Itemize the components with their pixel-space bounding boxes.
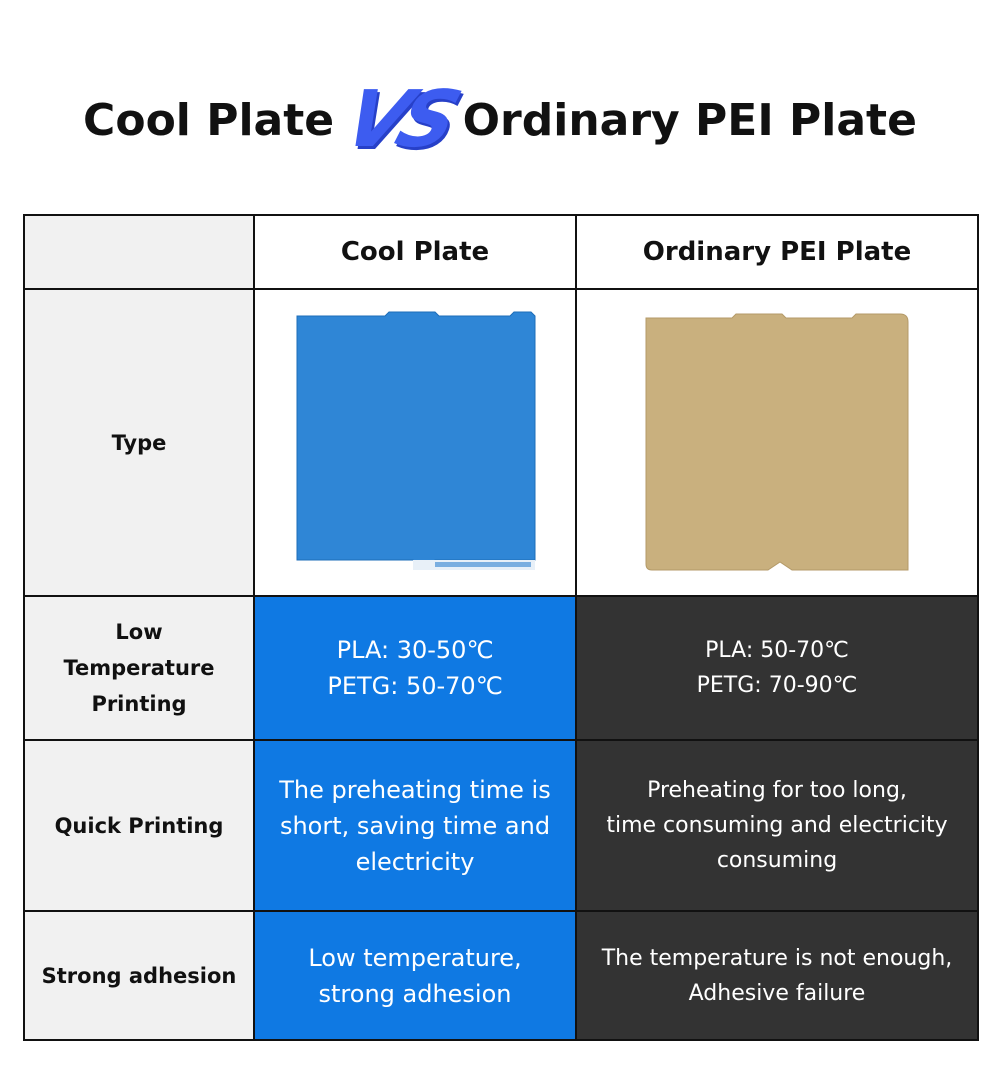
row-label: Strong adhesion [23, 910, 255, 1041]
vs-mark: VS [333, 75, 464, 165]
text-line: short, saving time and [279, 811, 551, 840]
text-line: strong adhesion [318, 979, 512, 1008]
pei-cell: PLA: 50-70℃ PETG: 70-90℃ [575, 595, 979, 741]
text-line: The preheating time is [279, 775, 551, 804]
title: Cool Plate VS Ordinary PEI Plate [0, 60, 1000, 180]
text-line: Strong adhesion [41, 963, 237, 988]
header-row: Cool Plate Ordinary PEI Plate [23, 214, 979, 290]
title-left: Cool Plate [83, 94, 335, 146]
text-line: Temperature [63, 656, 215, 680]
cool-cell: PLA: 30-50℃ PETG: 50-70℃ [253, 595, 577, 741]
text-line: Low [115, 620, 163, 644]
cool-cell: Low temperature, strong adhesion [253, 910, 577, 1041]
table-row: Quick Printing The preheating time is shor… [23, 739, 979, 912]
column-header: Ordinary PEI Plate [575, 214, 979, 290]
image-cell [253, 288, 577, 597]
pei-cell: The temperature is not enough, Adhesive f… [575, 910, 979, 1041]
text-line: time consuming and electricity [606, 813, 948, 838]
corner-cell [23, 214, 255, 290]
text-line: PETG: 70-90℃ [696, 673, 858, 698]
text-line: Preheating for too long, [647, 778, 907, 803]
text-line: Adhesive failure [688, 980, 866, 1006]
title-right: Ordinary PEI Plate [462, 94, 917, 146]
row-label: Type [23, 288, 255, 597]
pei-cell: Preheating for too long, time consuming a… [575, 739, 979, 912]
column-header: Cool Plate [253, 214, 577, 290]
row-label: Quick Printing [23, 739, 255, 912]
cool-cell: The preheating time is short, saving time… [253, 739, 577, 912]
row-label: Low Temperature Printing [23, 595, 255, 741]
text-line: consuming [716, 848, 838, 873]
text-line: Printing [91, 692, 187, 716]
text-line: PLA: 30-50℃ [336, 636, 494, 664]
text-line: Low temperature, [308, 943, 522, 972]
table-row: Strong adhesion Low temperature, strong ad… [23, 910, 979, 1041]
image-cell [575, 288, 979, 597]
table-row: Low Temperature Printing PLA: 30-50℃ PETG: 5… [23, 595, 979, 741]
text-line: PLA: 50-70℃ [705, 638, 849, 663]
text-line: The temperature is not enough, [601, 945, 953, 971]
comparison-table: Cool Plate Ordinary PEI Plate Type Low Te… [23, 214, 979, 1041]
cool-plate-image [296, 311, 536, 570]
type-row: Type [23, 288, 979, 597]
text-line: Quick Printing [54, 813, 224, 838]
pei-plate-image [645, 313, 909, 570]
text-line: PETG: 50-70℃ [327, 672, 503, 700]
text-line: electricity [355, 847, 475, 876]
